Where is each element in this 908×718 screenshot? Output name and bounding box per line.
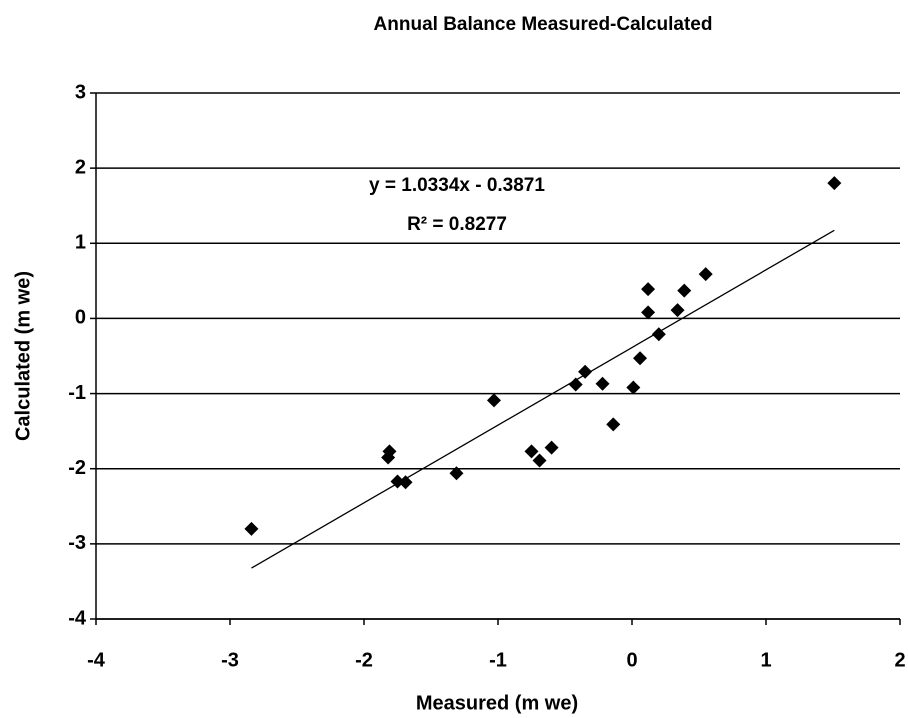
point (633, 351, 648, 366)
y-tick-label: 1 (75, 232, 86, 254)
x-tick-label: -3 (221, 649, 239, 671)
point (606, 417, 621, 432)
x-tick-label: 0 (626, 649, 637, 671)
point (595, 376, 610, 391)
point (641, 305, 656, 320)
y-axis-label: Calculated (m we) (12, 271, 34, 441)
x-axis-label: Measured (m we) (416, 692, 578, 714)
x-tick-label: -2 (355, 649, 373, 671)
x-tick-label: 2 (894, 649, 905, 671)
point (544, 440, 559, 455)
point (578, 364, 593, 379)
point (381, 450, 396, 465)
y-tick-label: -1 (68, 382, 86, 404)
point (532, 453, 547, 468)
point (677, 283, 692, 298)
y-tick-label: 3 (75, 81, 86, 103)
point (626, 380, 641, 395)
x-tick-label: -1 (489, 649, 507, 671)
point (827, 176, 842, 191)
y-tick-label: -4 (68, 607, 87, 629)
point (670, 303, 685, 318)
y-tick-label: 0 (75, 307, 86, 329)
point (244, 521, 259, 536)
r-squared: R² = 0.8277 (407, 214, 507, 235)
chart-title: Annual Balance Measured-Calculated (374, 14, 713, 35)
point (449, 466, 464, 481)
point (524, 444, 539, 459)
x-tick-label: -4 (87, 649, 106, 671)
trend-equation: y = 1.0334x - 0.3871 (369, 175, 545, 196)
y-tick-label: 2 (75, 156, 86, 178)
point (390, 474, 405, 489)
point (651, 327, 666, 342)
point (486, 393, 501, 408)
point (398, 475, 413, 490)
y-tick-label: -3 (68, 532, 86, 554)
point (641, 282, 656, 297)
x-tick-label: 1 (760, 649, 771, 671)
y-tick-label: -2 (68, 457, 86, 479)
point (568, 377, 583, 392)
trendline (251, 229, 835, 569)
point (698, 267, 713, 282)
